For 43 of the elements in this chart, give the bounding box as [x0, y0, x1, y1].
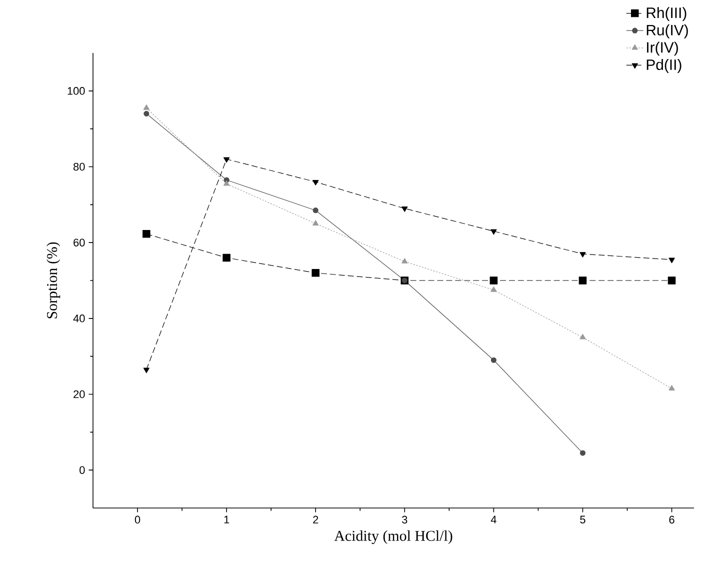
y-tick-label: 80 [74, 162, 85, 171]
y-axis-title: Sorption (%) [46, 242, 60, 318]
point [223, 157, 230, 163]
x-tick-label: 6 [669, 516, 674, 524]
legend-label: Pd(II) [646, 59, 682, 73]
point [312, 208, 318, 214]
point [580, 252, 586, 258]
y-tick-label: 20 [74, 390, 85, 398]
x-axis-title: Acidity (mol HCl/l) [334, 530, 452, 544]
x-tick-label: 3 [402, 516, 408, 524]
point [578, 276, 587, 284]
x-tick-label: 5 [580, 516, 586, 524]
point [142, 230, 150, 238]
point [490, 276, 498, 284]
legend-label: Ir(IV) [647, 42, 678, 56]
point [490, 357, 496, 363]
x-tick-label: 2 [313, 516, 318, 524]
point [580, 334, 586, 340]
point [143, 368, 150, 374]
y-tick-label: 40 [73, 314, 85, 322]
point [668, 385, 675, 390]
point [312, 269, 320, 277]
point [490, 286, 497, 292]
x-tick-label: 4 [490, 516, 496, 524]
point [668, 276, 676, 284]
point [402, 206, 408, 212]
y-tick-label: 100 [68, 87, 85, 95]
y-tick-label: 0 [80, 466, 85, 474]
y-tick-label: 60 [74, 238, 85, 246]
point [580, 450, 586, 456]
point [312, 220, 319, 226]
point [312, 180, 319, 186]
x-tick-label: 0 [134, 516, 140, 524]
point [668, 258, 675, 264]
legend-label: Ru(IV) [646, 24, 688, 38]
point [223, 180, 230, 186]
point [222, 254, 230, 262]
point [144, 110, 150, 116]
legend-label: Rh(III) [646, 7, 686, 22]
point [143, 104, 150, 110]
x-tick-label: 1 [224, 516, 230, 524]
point [490, 229, 497, 235]
point [402, 258, 408, 264]
